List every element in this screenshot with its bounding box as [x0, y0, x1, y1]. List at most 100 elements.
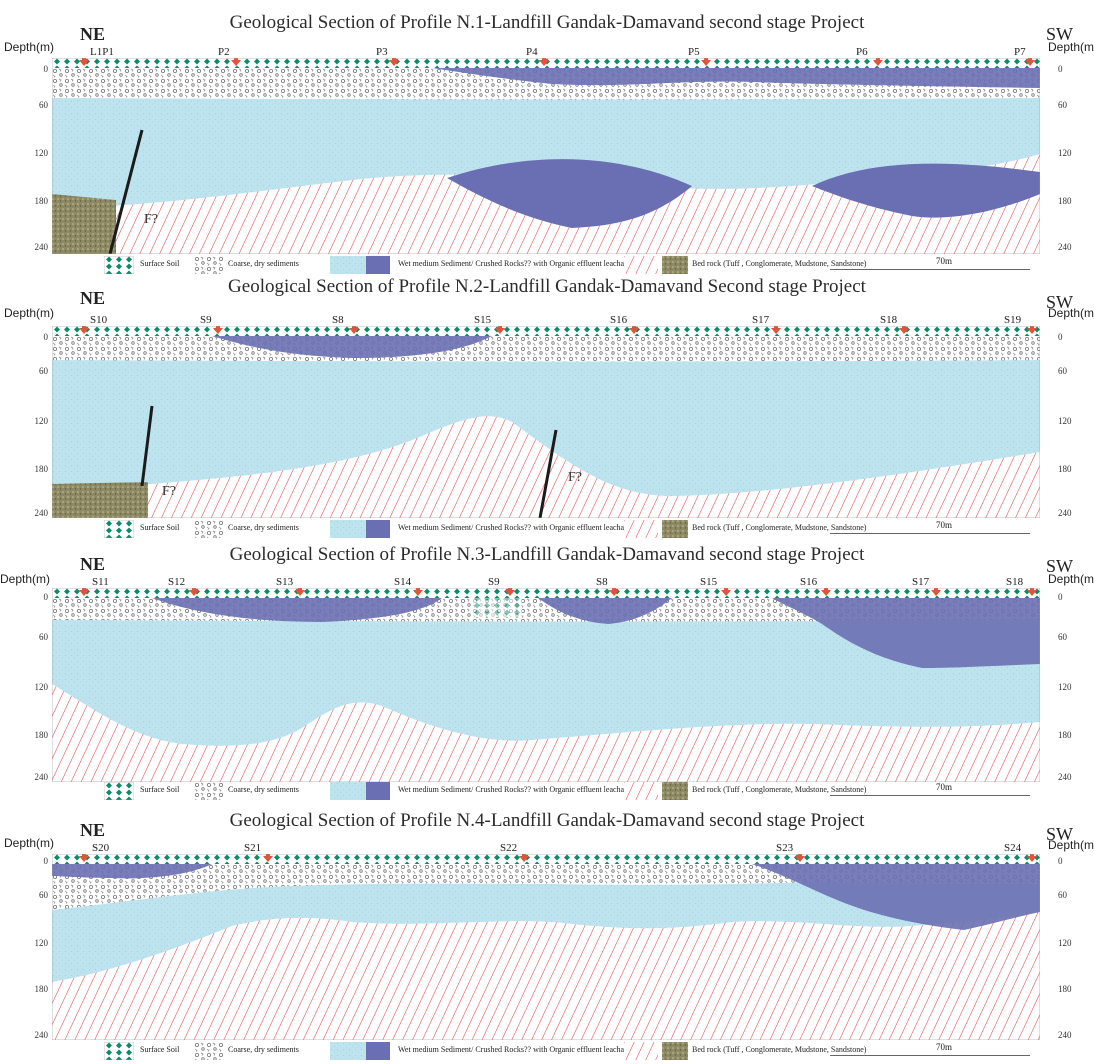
legend-coarse: Coarse, dry sediments	[228, 523, 299, 532]
coarse-swatch	[194, 1042, 224, 1060]
ne-label: NE	[80, 24, 106, 44]
cross-section-svg	[52, 854, 1040, 1040]
depth-tick: 60	[1058, 632, 1067, 642]
depth-label-left: Depth(m)	[4, 306, 55, 320]
borehole-label: S8	[332, 314, 344, 326]
depth-tick: 180	[34, 984, 49, 994]
borehole-label: P7	[1014, 46, 1026, 58]
borehole-label: S8	[596, 576, 608, 588]
legend-surface: Surface Soil	[140, 1045, 180, 1054]
coarse-swatch	[194, 520, 224, 538]
borehole-label: S15	[700, 576, 718, 588]
depth-tick: 0	[1058, 64, 1063, 74]
borehole-label: P2	[218, 46, 230, 58]
borehole-label: S14	[394, 576, 412, 588]
depth-tick: 240	[34, 242, 49, 252]
tuff-swatch	[662, 1042, 688, 1060]
coarse-swatch	[194, 256, 224, 274]
scale-label: 70m	[935, 1042, 952, 1052]
depth-tick: 240	[34, 1030, 49, 1040]
borehole-label: S13	[276, 576, 294, 588]
borehole-arrows	[79, 854, 1037, 862]
legend: Surface Soil Coarse, dry sediments Wet m…	[104, 1042, 1040, 1060]
depth-tick: 240	[1058, 772, 1072, 782]
surface-swatch	[104, 256, 134, 274]
ne-label: NE	[80, 554, 106, 574]
depth-tick: 120	[1058, 416, 1072, 426]
depth-tick: 60	[39, 366, 48, 376]
depth-tick: 180	[1058, 730, 1072, 740]
depth-label-right: Depth(m)	[1048, 40, 1094, 54]
depth-tick: 180	[34, 196, 49, 206]
scale-label: 70m	[935, 520, 952, 530]
depth-tick: 180	[1058, 984, 1072, 994]
tuff-swatch	[662, 256, 688, 274]
depth-tick: 240	[34, 772, 49, 782]
profile-2-section: Geological Section of Profile N.2-Landfi…	[0, 274, 1094, 542]
legend-coarse: Coarse, dry sediments	[228, 785, 299, 794]
cross-section-svg	[52, 58, 1040, 254]
borehole-label: S19	[1004, 314, 1022, 326]
borehole-label: S17	[752, 314, 770, 326]
legend: Surface Soil Coarse, dry sediments Wet m…	[104, 520, 1040, 538]
depth-tick: 0	[43, 332, 49, 342]
borehole-arrows	[79, 58, 1035, 66]
sw-label: SW	[1046, 292, 1073, 312]
depth-tick: 180	[1058, 196, 1072, 206]
sw-label: SW	[1046, 24, 1073, 44]
borehole-label: S23	[776, 842, 794, 854]
borehole-label: P3	[376, 46, 388, 58]
borehole-label: S21	[244, 842, 262, 854]
legend-wet: Wet medium Sediment/ Crushed Rocks?? wit…	[398, 259, 630, 268]
depth-tick: 120	[1058, 148, 1072, 158]
cross-section	[52, 326, 1040, 518]
wet-swatch	[330, 256, 390, 274]
ne-label: NE	[80, 288, 106, 308]
depth-tick: 0	[1058, 856, 1063, 866]
depth-tick: 240	[34, 508, 49, 518]
borehole-label: S9	[488, 576, 500, 588]
depth-label-right: Depth(m)	[1048, 306, 1094, 320]
depth-tick: 0	[1058, 592, 1063, 602]
depth-label-right: Depth(m)	[1048, 838, 1094, 852]
legend-surface: Surface Soil	[140, 785, 180, 794]
wet-swatch	[330, 782, 390, 800]
profile-4-section: Geological Section of Profile N.4-Landfi…	[0, 806, 1094, 1064]
depth-tick: 120	[1058, 938, 1072, 948]
depth-tick: 0	[1058, 332, 1063, 342]
depth-tick: 0	[43, 64, 49, 74]
profile-title: Geological Section of Profile N.3-Landfi…	[229, 544, 865, 565]
borehole-label: P4	[526, 46, 538, 58]
depth-tick: 240	[1058, 1030, 1072, 1040]
borehole-label: S12	[168, 576, 186, 588]
borehole-label: P5	[688, 46, 700, 58]
depth-tick: 0	[43, 592, 49, 602]
cross-section	[52, 58, 1040, 254]
depth-label-left: Depth(m)	[0, 572, 51, 586]
legend-coarse: Coarse, dry sediments	[228, 1045, 299, 1054]
depth-tick: 0	[43, 856, 49, 866]
profile-title: Geological Section of Profile N.4-Landfi…	[229, 810, 865, 831]
borehole-label: S15	[474, 314, 492, 326]
sw-label: SW	[1046, 824, 1073, 844]
bedrock-swatch	[624, 256, 658, 274]
depth-tick: 240	[1058, 508, 1072, 518]
sw-label: SW	[1046, 556, 1073, 576]
scale-label: 70m	[935, 782, 952, 792]
wet-swatch	[330, 520, 390, 538]
profile-title: Geological Section of Profile N.1-Landfi…	[229, 12, 865, 33]
legend-wet: Wet medium Sediment/ Crushed Rocks?? wit…	[398, 785, 630, 794]
depth-tick: 60	[1058, 366, 1067, 376]
cross-section	[52, 588, 1040, 782]
depth-tick: 180	[34, 464, 49, 474]
legend-bedrock: Bed rock (Tuff , Conglomerate, Mudstone,…	[692, 785, 867, 794]
legend-bedrock: Bed rock (Tuff , Conglomerate, Mudstone,…	[692, 523, 867, 532]
legend-wet: Wet medium Sediment/ Crushed Rocks?? wit…	[398, 1045, 630, 1054]
borehole-label: P6	[856, 46, 868, 58]
borehole-label: L1P1	[90, 46, 114, 58]
tuff-swatch	[662, 520, 688, 538]
legend: Surface Soil Coarse, dry sediments Wet m…	[104, 256, 1040, 274]
depth-tick: 120	[1058, 682, 1072, 692]
tuff-swatch	[662, 782, 688, 800]
depth-tick: 180	[1058, 464, 1072, 474]
